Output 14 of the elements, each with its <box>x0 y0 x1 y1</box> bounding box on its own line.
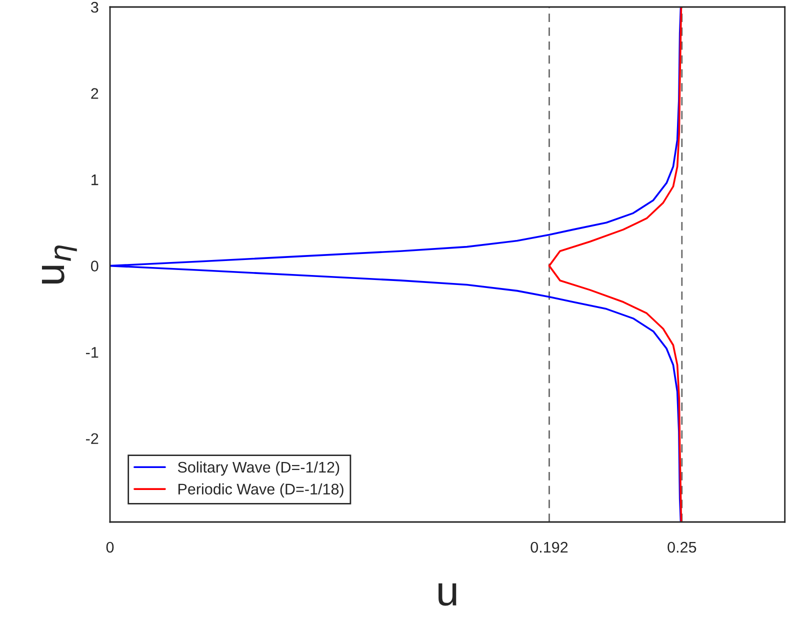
y-tick-label: 3 <box>90 2 98 13</box>
x-tick-label: 0 <box>106 542 114 553</box>
legend-label: Periodic Wave (D=-1/18) <box>178 483 344 498</box>
x-tick-label: 0.192 <box>530 542 568 553</box>
y-tick-label: -1 <box>86 347 98 358</box>
y-tick-label: 2 <box>91 88 98 99</box>
x-axis-title: u <box>438 583 456 606</box>
line-series <box>548 7 682 522</box>
y-tick-label: -2 <box>86 433 98 444</box>
y-tick-label: 1 <box>92 174 98 186</box>
legend-label: Solitary Wave (D=-1/12) <box>178 461 340 476</box>
x-tick-label: 0.25 <box>668 542 696 553</box>
y-axis-title: u$_{η}$ <box>42 245 77 284</box>
y-tick-label: 0 <box>90 260 98 272</box>
